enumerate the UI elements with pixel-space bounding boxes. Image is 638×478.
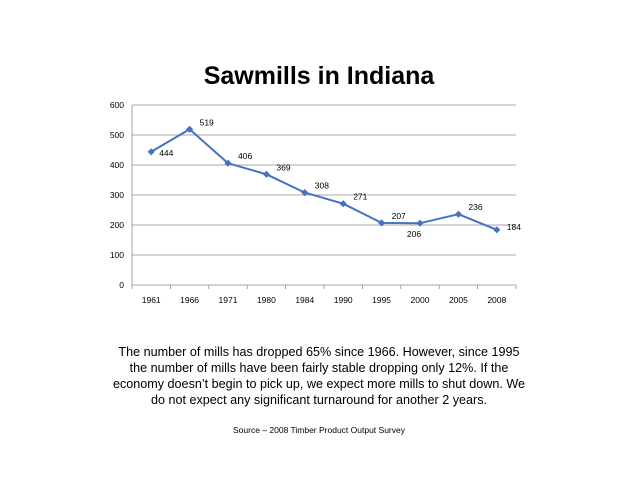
y-tick-label: 400 (110, 160, 124, 170)
data-label: 236 (468, 202, 482, 212)
chart-title: Sawmills in Indiana (203, 62, 435, 90)
x-tick-label: 2008 (487, 295, 506, 305)
x-tick-label: 1961 (142, 295, 161, 305)
y-tick-label: 0 (119, 280, 124, 290)
data-point (339, 200, 347, 208)
data-label: 184 (507, 222, 521, 232)
y-tick-label: 600 (110, 100, 124, 110)
summary-paragraph: The number of mills has dropped 65% sinc… (112, 345, 526, 407)
data-label: 206 (407, 229, 421, 239)
y-tick-label: 300 (110, 190, 124, 200)
data-point (416, 219, 424, 227)
x-tick-label: 2005 (449, 295, 468, 305)
source-note: Source – 2008 Timber Product Output Surv… (233, 425, 405, 435)
data-point (301, 189, 309, 197)
data-label: 308 (315, 181, 329, 191)
data-point (262, 170, 270, 178)
x-tick-label: 1966 (180, 295, 199, 305)
y-tick-label: 500 (110, 130, 124, 140)
y-tick-label: 100 (110, 250, 124, 260)
x-tick-label: 2000 (411, 295, 430, 305)
y-tick-label: 200 (110, 220, 124, 230)
series-line (150, 128, 498, 231)
x-tick-label: 1980 (257, 295, 276, 305)
x-tick-label: 1971 (219, 295, 238, 305)
data-label: 207 (392, 211, 406, 221)
data-point (147, 148, 155, 156)
data-label: 406 (238, 151, 252, 161)
data-point (224, 159, 232, 167)
data-label: 519 (200, 117, 214, 127)
data-point (378, 219, 386, 227)
x-tick-label: 1984 (295, 295, 314, 305)
data-label: 369 (276, 162, 290, 172)
data-point (454, 210, 462, 218)
data-label: 444 (159, 148, 173, 158)
data-label: 271 (353, 192, 367, 202)
data-point (186, 125, 194, 133)
x-tick-label: 1995 (372, 295, 391, 305)
data-point (493, 226, 501, 234)
x-tick-label: 1990 (334, 295, 353, 305)
